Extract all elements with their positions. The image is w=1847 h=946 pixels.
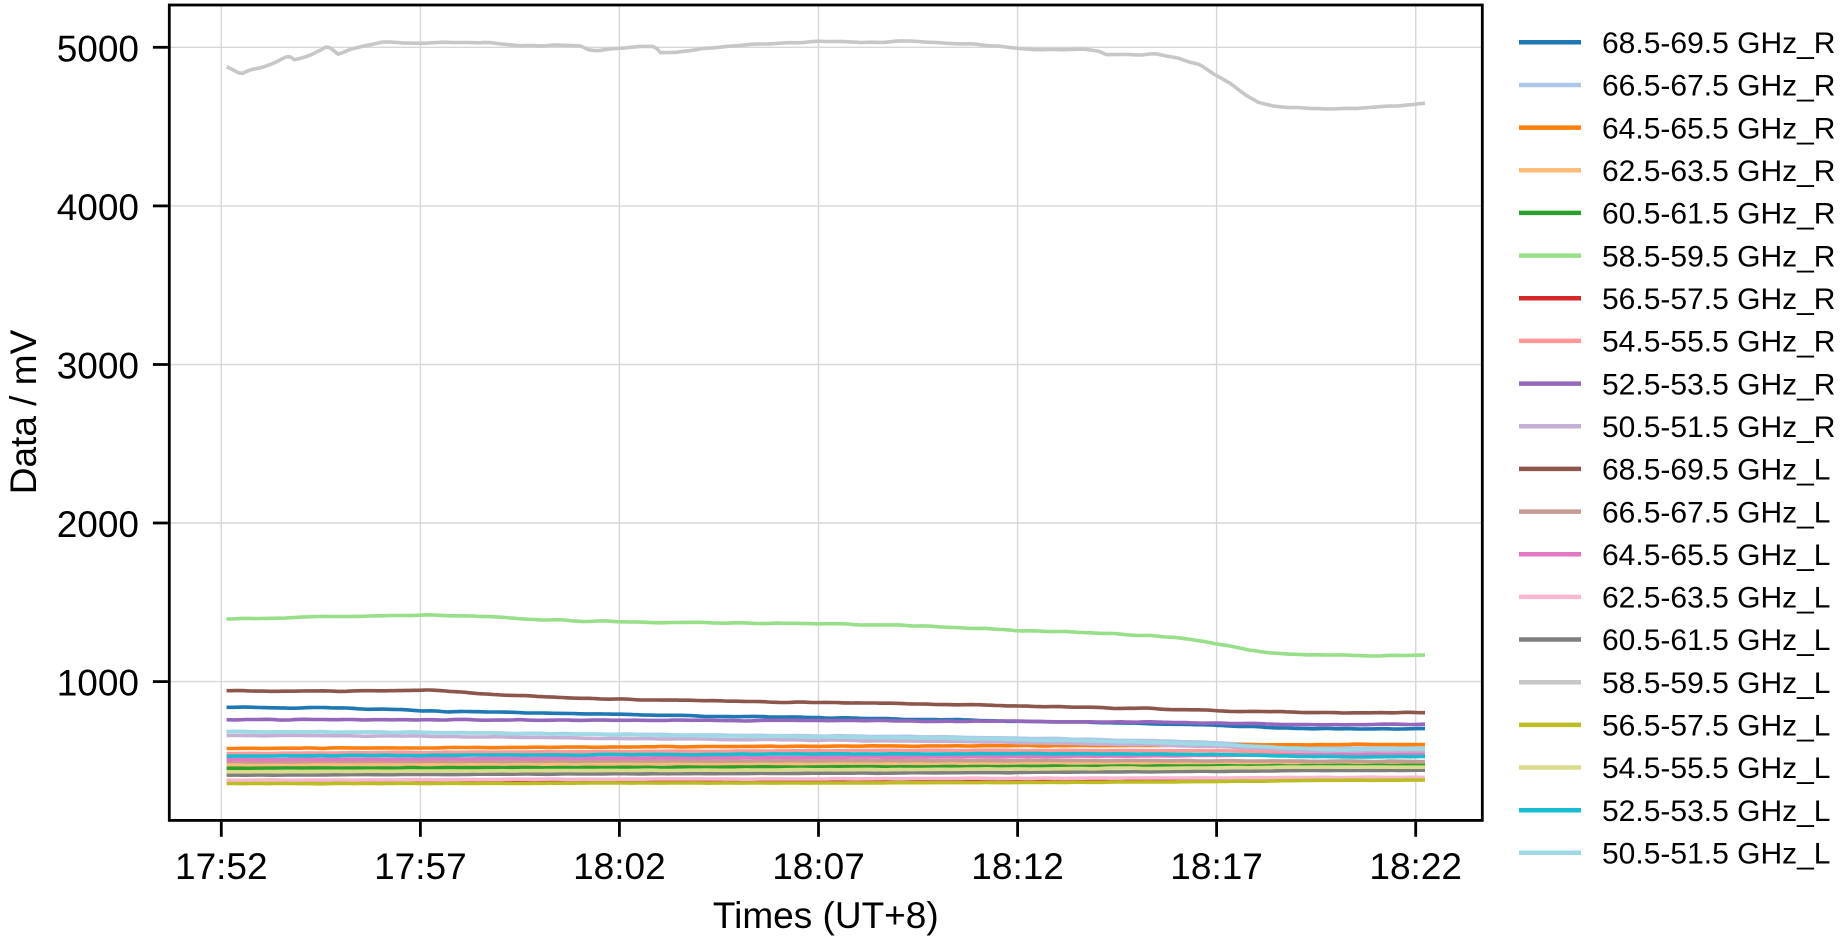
svg-text:17:52: 17:52	[175, 846, 268, 887]
svg-text:60.5-61.5 GHz_R: 60.5-61.5 GHz_R	[1602, 198, 1835, 231]
svg-text:54.5-55.5 GHz_L: 54.5-55.5 GHz_L	[1602, 752, 1830, 785]
svg-text:60.5-61.5 GHz_L: 60.5-61.5 GHz_L	[1602, 624, 1830, 657]
svg-text:66.5-67.5 GHz_L: 66.5-67.5 GHz_L	[1602, 496, 1830, 529]
svg-text:18:12: 18:12	[971, 846, 1064, 887]
svg-text:68.5-69.5 GHz_L: 68.5-69.5 GHz_L	[1602, 454, 1830, 487]
svg-text:Data / mV: Data / mV	[3, 329, 44, 494]
svg-text:68.5-69.5 GHz_R: 68.5-69.5 GHz_R	[1602, 27, 1835, 60]
svg-text:64.5-65.5 GHz_R: 64.5-65.5 GHz_R	[1602, 112, 1835, 145]
svg-text:58.5-59.5 GHz_R: 58.5-59.5 GHz_R	[1602, 240, 1835, 273]
svg-text:3000: 3000	[57, 346, 139, 387]
svg-text:52.5-53.5 GHz_L: 52.5-53.5 GHz_L	[1602, 795, 1830, 828]
svg-text:17:57: 17:57	[374, 846, 467, 887]
svg-text:64.5-65.5 GHz_L: 64.5-65.5 GHz_L	[1602, 539, 1830, 572]
svg-text:66.5-67.5 GHz_R: 66.5-67.5 GHz_R	[1602, 70, 1835, 103]
svg-text:1000: 1000	[57, 663, 139, 704]
svg-text:62.5-63.5 GHz_L: 62.5-63.5 GHz_L	[1602, 582, 1830, 615]
svg-text:5000: 5000	[57, 28, 139, 69]
svg-text:18:17: 18:17	[1170, 846, 1263, 887]
svg-text:50.5-51.5 GHz_L: 50.5-51.5 GHz_L	[1602, 838, 1830, 871]
svg-text:54.5-55.5 GHz_R: 54.5-55.5 GHz_R	[1602, 326, 1835, 359]
svg-text:4000: 4000	[57, 187, 139, 228]
svg-text:52.5-53.5 GHz_R: 52.5-53.5 GHz_R	[1602, 368, 1835, 401]
svg-text:56.5-57.5 GHz_L: 56.5-57.5 GHz_L	[1602, 710, 1830, 743]
svg-text:18:02: 18:02	[573, 846, 666, 887]
svg-text:62.5-63.5 GHz_R: 62.5-63.5 GHz_R	[1602, 155, 1835, 188]
svg-text:Times (UT+8): Times (UT+8)	[713, 895, 939, 936]
svg-text:56.5-57.5 GHz_R: 56.5-57.5 GHz_R	[1602, 283, 1835, 316]
svg-text:2000: 2000	[57, 504, 139, 545]
svg-text:50.5-51.5 GHz_R: 50.5-51.5 GHz_R	[1602, 411, 1835, 444]
svg-text:58.5-59.5 GHz_L: 58.5-59.5 GHz_L	[1602, 667, 1830, 700]
svg-text:18:07: 18:07	[772, 846, 865, 887]
svg-text:18:22: 18:22	[1369, 846, 1462, 887]
